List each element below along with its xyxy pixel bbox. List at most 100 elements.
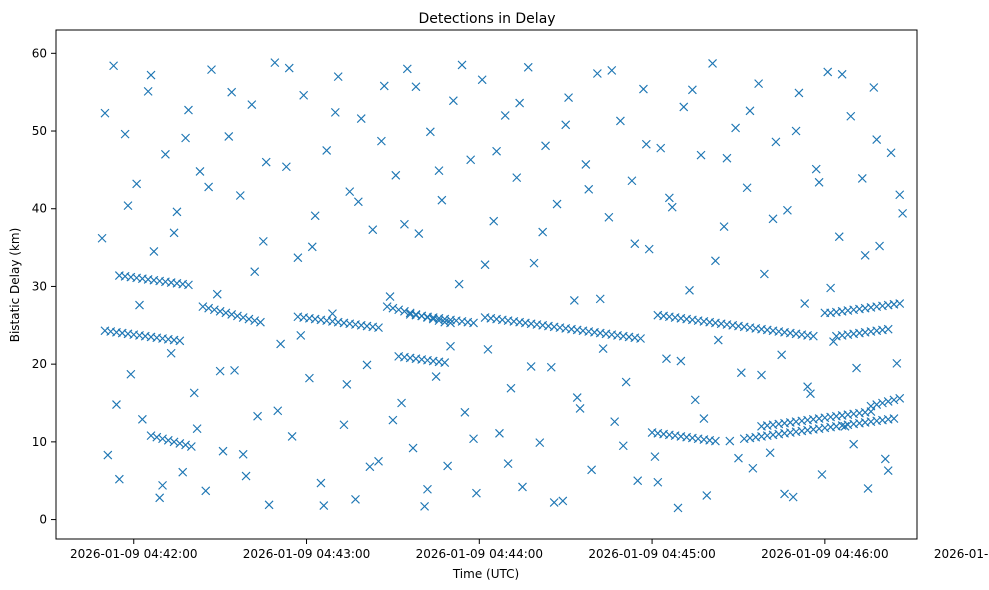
detection-point-0-337 xyxy=(662,354,671,364)
detection-point-0-345 xyxy=(708,59,717,68)
detection-point-0-161 xyxy=(711,436,720,446)
detection-point-0-339 xyxy=(673,503,683,513)
detection-point-0-326 xyxy=(598,344,608,354)
detection-point-0-355 xyxy=(765,448,775,458)
detection-point-0-260 xyxy=(218,446,228,456)
detection-point-0-411 xyxy=(469,434,478,444)
detection-point-0-245 xyxy=(132,179,142,189)
y-axis-label: Bistatic Delay (km) xyxy=(8,228,22,343)
detection-point-0-405 xyxy=(400,219,409,229)
detection-point-0-415 xyxy=(515,98,525,108)
detection-point-0-366 xyxy=(829,337,838,347)
detection-point-0-265 xyxy=(247,100,257,110)
detection-point-0-261 xyxy=(224,132,234,141)
detection-point-0-295 xyxy=(420,501,430,511)
detection-point-0-349 xyxy=(731,123,740,133)
detection-point-0-319 xyxy=(558,496,568,506)
detection-point-0-444 xyxy=(849,439,859,449)
detection-point-0-386 xyxy=(181,133,190,143)
detection-point-0-81 xyxy=(440,358,450,368)
y-tick-label-4: 40 xyxy=(32,202,47,216)
detection-point-0-394 xyxy=(273,406,283,416)
detection-point-0-371 xyxy=(857,174,867,183)
detection-point-0-378 xyxy=(898,208,908,218)
detection-point-0-300 xyxy=(448,96,458,106)
detection-point-0-350 xyxy=(736,368,746,378)
detection-point-0-241 xyxy=(109,61,119,71)
detection-point-0-382 xyxy=(135,300,144,310)
detection-point-0-401 xyxy=(353,197,363,207)
detection-point-0-427 xyxy=(653,477,663,487)
detection-point-0-448 xyxy=(895,190,905,200)
detection-point-0-397 xyxy=(307,242,317,252)
detection-point-0-352 xyxy=(748,463,758,473)
detection-point-0-428 xyxy=(664,193,674,203)
detection-point-0-242 xyxy=(114,474,124,484)
detection-point-0-45 xyxy=(256,317,265,327)
detection-point-0-317 xyxy=(546,362,556,372)
detection-point-0-389 xyxy=(215,366,225,376)
detection-point-0-268 xyxy=(264,500,274,510)
detection-point-0-398 xyxy=(319,501,329,510)
detection-point-0-338 xyxy=(667,202,677,212)
detection-point-0-446 xyxy=(872,135,882,144)
detection-point-0-34 xyxy=(186,442,196,451)
detection-point-0-373 xyxy=(869,83,879,92)
detection-point-0-434 xyxy=(734,453,743,463)
detection-point-0-344 xyxy=(702,491,712,500)
detection-point-0-424 xyxy=(618,441,628,451)
detection-point-0-240 xyxy=(103,450,113,460)
detection-point-0-149 xyxy=(808,331,818,341)
detection-point-0-327 xyxy=(604,212,614,222)
detection-point-0-348 xyxy=(725,436,735,446)
detection-point-0-279 xyxy=(328,309,337,319)
detection-point-0-296 xyxy=(425,127,435,137)
detection-point-0-318 xyxy=(552,199,562,209)
detection-point-0-416 xyxy=(526,362,536,371)
detection-point-0-232 xyxy=(883,324,893,334)
detection-point-0-419 xyxy=(561,120,571,130)
detection-point-0-442 xyxy=(826,283,836,293)
x-axis-label: Time (UTC) xyxy=(452,567,519,581)
detection-point-0-329 xyxy=(615,116,625,126)
detection-point-0-278 xyxy=(322,146,332,155)
detection-point-0-239 xyxy=(97,233,107,243)
detection-point-0-281 xyxy=(339,420,349,430)
detection-point-0-249 xyxy=(155,493,165,503)
detection-point-0-302 xyxy=(460,407,470,417)
detection-point-0-431 xyxy=(699,414,709,423)
detection-point-0-256 xyxy=(195,167,205,176)
detection-point-0-445 xyxy=(860,250,870,260)
detection-point-0-314 xyxy=(529,258,539,268)
detection-point-0-407 xyxy=(423,484,432,494)
detection-point-0-392 xyxy=(250,267,260,277)
detection-point-0-377 xyxy=(892,358,902,368)
detection-point-0-322 xyxy=(575,404,585,413)
detection-point-0-258 xyxy=(207,65,216,75)
detection-point-0-372 xyxy=(863,484,873,493)
detection-point-0-13 xyxy=(175,336,185,346)
detection-point-0-321 xyxy=(569,296,579,305)
detection-point-0-357 xyxy=(777,350,787,360)
detection-point-0-328 xyxy=(610,417,620,427)
detection-point-0-353 xyxy=(754,79,764,89)
detection-point-0-294 xyxy=(414,229,424,239)
detection-point-0-351 xyxy=(742,183,752,193)
detection-point-0-340 xyxy=(679,102,689,112)
detection-point-0-380 xyxy=(112,400,121,409)
x-tick-label-4: 2026-01-09 04:46:00 xyxy=(761,547,888,561)
detection-point-0-308 xyxy=(495,428,504,438)
x-tick-label-3: 2026-01-09 04:45:00 xyxy=(588,547,715,561)
detection-point-0-251 xyxy=(166,348,176,358)
detection-point-0-304 xyxy=(472,488,481,498)
y-tick-label-5: 50 xyxy=(32,124,47,138)
detection-point-0-324 xyxy=(587,465,597,475)
detection-point-0-274 xyxy=(299,90,309,100)
detection-point-0-298 xyxy=(437,195,447,205)
detection-point-0-246 xyxy=(137,414,147,424)
detection-point-0-282 xyxy=(345,187,355,197)
detection-point-0-262 xyxy=(230,365,239,375)
detection-point-0-267 xyxy=(258,236,268,246)
detection-point-0-368 xyxy=(840,421,850,431)
